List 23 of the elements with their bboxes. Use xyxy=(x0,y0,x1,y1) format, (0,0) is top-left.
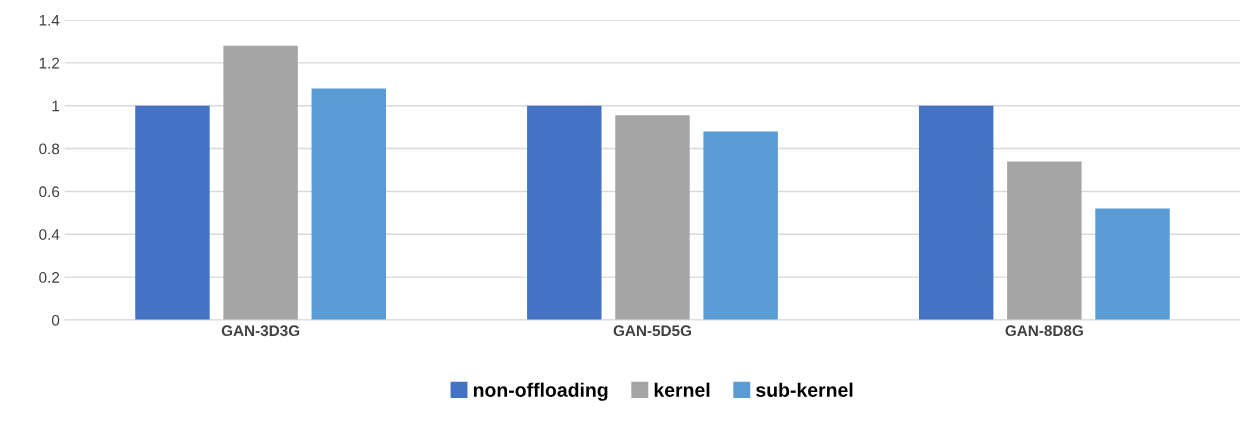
y-tick-label: 0.2 xyxy=(39,272,60,283)
bar xyxy=(1007,161,1082,321)
y-tick-label: 1.2 xyxy=(39,57,60,69)
x-tick-label: GAN-3D3G xyxy=(221,325,300,337)
y-tick-label: 0 xyxy=(51,314,60,326)
y-tick-label: 0.8 xyxy=(39,143,60,155)
bar xyxy=(527,105,602,321)
legend-label: kernel xyxy=(654,382,710,397)
bar xyxy=(223,45,298,321)
y-tick-label: 0.6 xyxy=(39,186,60,198)
legend-label: sub-kernel xyxy=(756,382,853,397)
y-tick-label: 1 xyxy=(52,100,60,112)
y-tick-label: 1.4 xyxy=(39,15,60,26)
bar xyxy=(135,105,210,321)
bar xyxy=(311,88,387,321)
bar xyxy=(615,115,690,321)
x-tick-label: GAN-5D5G xyxy=(613,325,691,337)
bar xyxy=(703,131,778,321)
legend-label: non-offloading xyxy=(473,382,608,401)
bar xyxy=(1095,208,1170,321)
x-tick-label: GAN-8D8G xyxy=(1005,325,1083,337)
y-tick-label: 0.4 xyxy=(39,229,60,240)
bar xyxy=(918,105,994,321)
